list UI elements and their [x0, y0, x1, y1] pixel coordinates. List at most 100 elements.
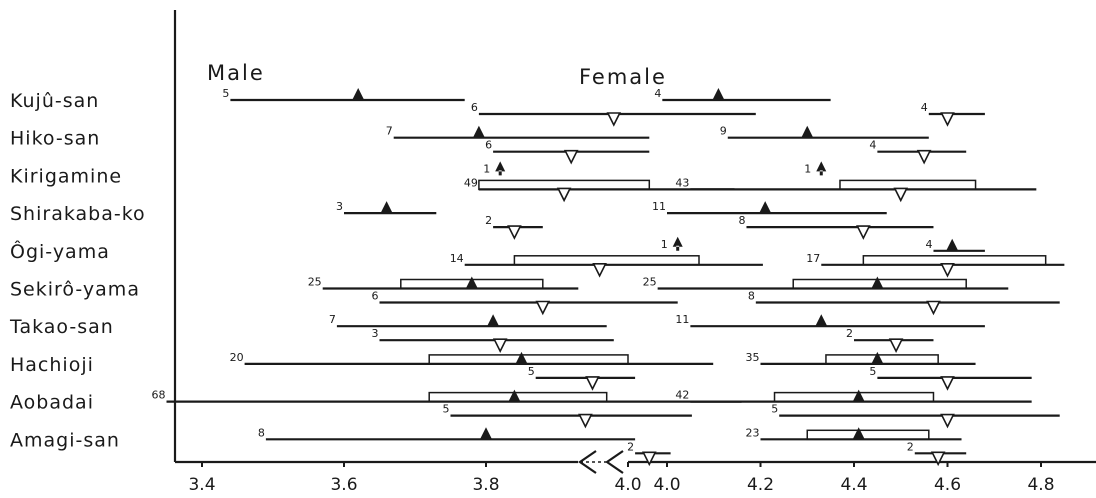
sample-size-label: 42	[675, 389, 689, 402]
filled-range-group: 1	[804, 161, 827, 176]
site-label: Shirakaba-ko	[10, 203, 146, 225]
open-range-group: 4	[869, 139, 967, 165]
open-range-group: 5	[528, 365, 636, 391]
sample-size-label: 5	[771, 403, 778, 416]
sample-size-label: 2	[907, 440, 914, 453]
x-axis-ticks: 3.4 3.6 3.8 4.0 4.0 4.2 4.4 4.6 4.8	[188, 462, 1055, 495]
filled-range-group: 20	[230, 351, 714, 365]
sample-size-label: 4	[869, 139, 876, 152]
tick-label: 3.4	[188, 475, 215, 495]
sample-size-label: 9	[720, 125, 727, 138]
sd-box	[428, 354, 629, 365]
tick-label: 4.0	[653, 475, 680, 495]
tick-label: 4.8	[1027, 475, 1054, 495]
filled-triangle-marker	[815, 314, 828, 327]
filled-triangle-marker	[515, 351, 528, 364]
open-range-group: 43	[675, 176, 1037, 203]
tick-label: 4.2	[747, 475, 774, 495]
filled-range-group: 42	[675, 389, 1032, 403]
filled-triangle-marker	[852, 427, 865, 440]
sample-size-label: 3	[372, 327, 379, 340]
site-label: Amagi-san	[10, 429, 120, 451]
filled-range-group: 4	[654, 87, 831, 102]
filled-triangle-marker	[352, 88, 365, 100]
sample-size-label: 68	[152, 389, 166, 402]
site-labels: Kujû-san Hiko-san Kirigamine Shirakaba-ko Ôg…	[9, 90, 146, 451]
open-triangle-marker	[642, 451, 657, 467]
filled-triangle-marker	[672, 236, 683, 251]
open-triangle-marker	[606, 112, 622, 127]
sd-box	[806, 429, 930, 441]
sample-size-label: 4	[925, 238, 932, 251]
filled-range-group: 25	[308, 276, 579, 290]
site-label: Hachioji	[10, 354, 94, 376]
sample-size-label: 6	[471, 101, 478, 114]
open-triangle-marker	[578, 413, 593, 429]
panel-label-male: Male	[207, 61, 265, 85]
filled-triangle-marker	[946, 238, 959, 251]
sample-size-label: 2	[627, 440, 634, 453]
filled-range-group: 23	[746, 426, 962, 441]
open-triangle-marker	[930, 451, 946, 467]
sample-size-label: 5	[528, 365, 535, 378]
open-range-group: 5	[443, 403, 692, 429]
open-triangle-marker	[940, 413, 955, 429]
filled-range-group: 7	[329, 313, 607, 328]
sample-size-label: 23	[746, 426, 760, 439]
filled-triangle-marker	[816, 161, 827, 176]
open-range-group: 2	[485, 214, 543, 240]
sd-box	[839, 179, 977, 191]
sd-box	[513, 255, 700, 266]
open-triangle-marker	[535, 300, 551, 316]
filled-triangle-marker	[759, 201, 772, 214]
site-label: Kujû-san	[10, 90, 99, 112]
sample-size-label: 43	[675, 176, 689, 189]
open-range-group: 6	[485, 139, 650, 165]
filled-triangle-marker	[852, 389, 865, 402]
site-label: Hiko-san	[10, 128, 100, 150]
open-range-group: 5	[869, 365, 1032, 391]
filled-range-group: 1	[483, 161, 506, 176]
filled-triangle-marker	[871, 351, 884, 364]
sample-size-label: 5	[443, 403, 450, 416]
axis-break-icon	[578, 450, 624, 474]
open-triangle-marker	[592, 263, 607, 278]
sample-size-label: 20	[230, 351, 244, 364]
sample-size-label: 5	[869, 365, 876, 378]
filled-triangle-marker	[495, 161, 506, 176]
open-triangle-marker	[585, 376, 600, 391]
sd-box	[862, 255, 1047, 266]
filled-range-group: 4	[925, 238, 985, 252]
sample-size-label: 14	[450, 252, 464, 265]
open-triangle-marker	[492, 338, 508, 353]
filled-range-group: 1	[661, 236, 683, 251]
chart-marks: 5676149321142567320568582449414311841725…	[152, 87, 1065, 467]
filled-range-group: 25	[643, 276, 1009, 290]
tick-label: 3.6	[330, 475, 357, 495]
open-range-group: 6	[372, 290, 678, 316]
open-triangle-marker	[563, 149, 579, 165]
filled-triangle-marker	[487, 314, 500, 327]
sample-size-label: 5	[222, 87, 229, 100]
sample-size-label: 11	[675, 313, 689, 326]
sample-size-label: 2	[485, 214, 492, 227]
sample-size-label: 8	[258, 426, 265, 439]
site-label: Ôgi-yama	[10, 239, 110, 263]
open-triangle-marker	[940, 263, 955, 278]
filled-range-group: 11	[652, 200, 887, 215]
site-label: Takao-san	[9, 316, 114, 338]
filled-range-group: 11	[675, 313, 985, 328]
filled-range-group: 35	[746, 351, 976, 365]
sample-size-label: 8	[748, 290, 755, 303]
site-label: Kirigamine	[10, 165, 122, 187]
sample-size-label: 3	[336, 200, 343, 213]
open-triangle-marker	[888, 338, 904, 353]
open-triangle-marker	[507, 225, 522, 240]
open-triangle-marker	[926, 300, 941, 316]
filled-range-group: 7	[386, 125, 650, 139]
filled-range-group: 8	[258, 426, 636, 441]
sample-size-label: 6	[372, 290, 379, 303]
filled-range-group: 3	[336, 200, 437, 215]
open-triangle-marker	[893, 187, 909, 203]
